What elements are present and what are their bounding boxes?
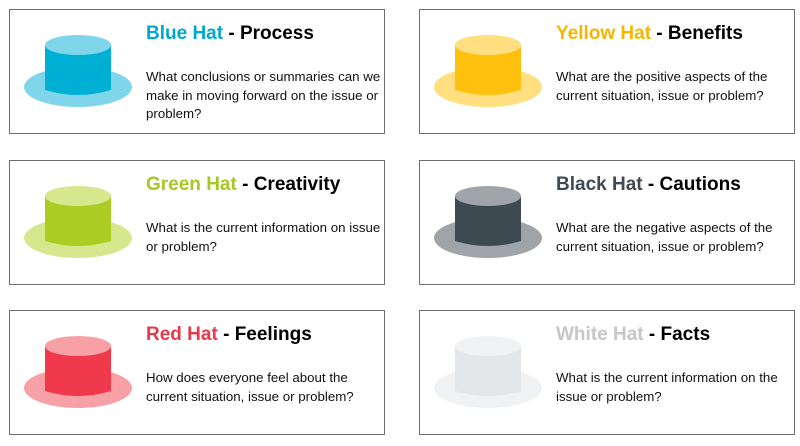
hat-name: White Hat bbox=[556, 324, 644, 345]
hat-card-red: Red Hat - Feelings How does everyone fee… bbox=[9, 310, 385, 435]
hat-description: What are the positive aspects of the cur… bbox=[556, 69, 768, 103]
hat-topic: Benefits bbox=[667, 23, 743, 44]
hat-card-yellow: Yellow Hat - Benefits What are the posit… bbox=[419, 9, 795, 134]
title-separator: - bbox=[643, 324, 661, 345]
hat-card-black: Black Hat - Cautions What are the negati… bbox=[419, 160, 795, 285]
hat-title: Red Hat - Feelings bbox=[146, 323, 382, 346]
hat-title: White Hat - Facts bbox=[556, 323, 792, 346]
hat-title: Black Hat - Cautions bbox=[556, 173, 792, 196]
hat-name: Red Hat bbox=[146, 324, 218, 345]
hat-name: Yellow Hat bbox=[556, 23, 652, 44]
hat-name: Black Hat bbox=[556, 174, 643, 195]
hat-card-green: Green Hat - Creativity What is the curre… bbox=[9, 160, 385, 285]
hat-card-blue: Blue Hat - Process What conclusions or s… bbox=[9, 9, 385, 134]
hat-description: How does everyone feel about the current… bbox=[146, 370, 354, 404]
hat-icon bbox=[24, 336, 132, 408]
hat-topic: Cautions bbox=[659, 174, 741, 195]
hat-title: Blue Hat - Process bbox=[146, 22, 382, 45]
title-separator: - bbox=[236, 174, 254, 195]
hat-topic: Creativity bbox=[253, 174, 341, 195]
hat-icon bbox=[434, 186, 542, 258]
hat-description: What is the current information on the i… bbox=[556, 370, 778, 404]
title-separator: - bbox=[217, 324, 235, 345]
hat-name: Green Hat bbox=[146, 174, 237, 195]
hat-icon bbox=[434, 35, 542, 107]
hat-description: What conclusions or summaries can we mak… bbox=[146, 69, 381, 121]
hat-description: What are the negative aspects of the cur… bbox=[556, 220, 773, 254]
hat-name: Blue Hat bbox=[146, 23, 224, 44]
hat-icon bbox=[434, 336, 542, 408]
title-separator: - bbox=[651, 23, 668, 44]
hat-title: Green Hat - Creativity bbox=[146, 173, 382, 196]
hat-icon bbox=[24, 186, 132, 258]
hat-topic: Facts bbox=[660, 324, 711, 345]
hat-topic: Process bbox=[239, 23, 314, 44]
hat-icon bbox=[24, 35, 132, 107]
hat-description: What is the current information on issue… bbox=[146, 220, 381, 254]
hat-card-white: White Hat - Facts What is the current in… bbox=[419, 310, 795, 435]
title-separator: - bbox=[223, 23, 240, 44]
hat-title: Yellow Hat - Benefits bbox=[556, 22, 792, 45]
title-separator: - bbox=[642, 174, 660, 195]
hat-topic: Feelings bbox=[234, 324, 312, 345]
